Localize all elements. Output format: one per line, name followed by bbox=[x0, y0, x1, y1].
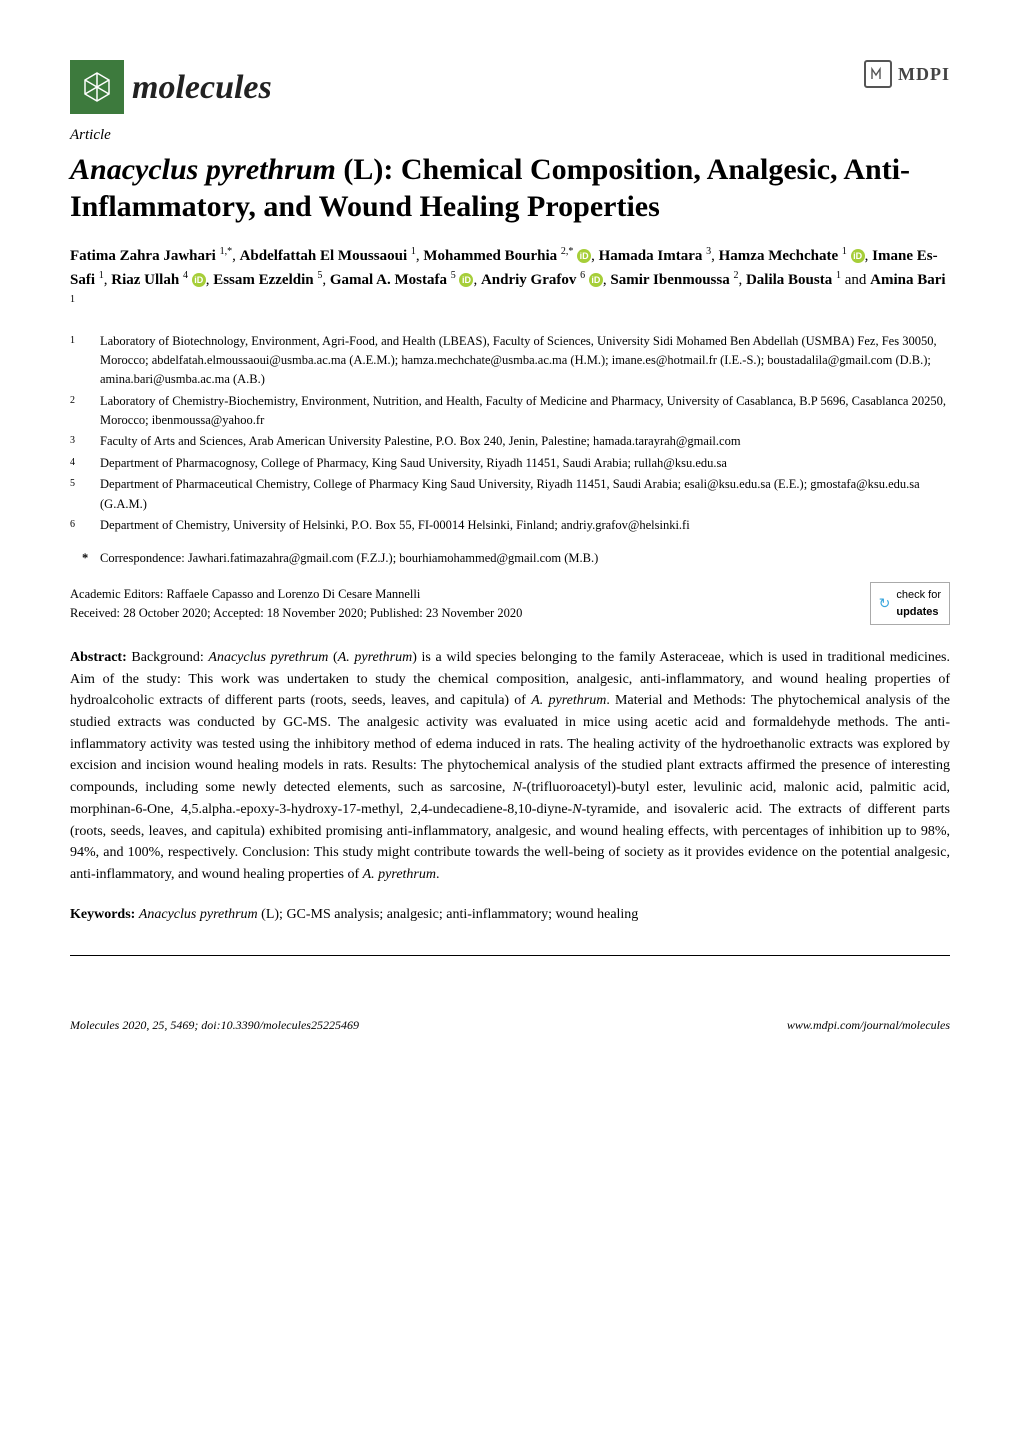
updates-icon: ↻ bbox=[879, 593, 891, 614]
orcid-icon[interactable]: iD bbox=[459, 273, 473, 287]
authors: Fatima Zahra Jawhari 1,*, Abdelfattah El… bbox=[70, 244, 950, 316]
affiliation-text: Laboratory of Biotechnology, Environment… bbox=[100, 334, 937, 387]
keywords-text: Anacyclus pyrethrum (L); GC-MS analysis;… bbox=[135, 907, 638, 922]
author-name: Amina Bari bbox=[870, 272, 945, 288]
author-affil-sup: 2 bbox=[733, 270, 738, 281]
correspondence-star: * bbox=[82, 549, 88, 568]
correspondence-text: Correspondence: Jawhari.fatimazahra@gmai… bbox=[100, 551, 598, 565]
abstract: Abstract: Background: Anacyclus pyrethru… bbox=[70, 647, 950, 886]
author-affil-sup: 1 bbox=[836, 270, 841, 281]
keywords: Keywords: Anacyclus pyrethrum (L); GC-MS… bbox=[70, 904, 950, 925]
author-name: Dalila Bousta bbox=[746, 272, 836, 288]
updates-text: check forupdates bbox=[896, 587, 941, 620]
affiliation-num: 6 bbox=[70, 517, 75, 533]
keywords-label: Keywords: bbox=[70, 907, 135, 922]
orcid-icon[interactable]: iD bbox=[577, 249, 591, 263]
author-name: Essam Ezzeldin bbox=[213, 272, 317, 288]
affiliation-item: 4Department of Pharmacognosy, College of… bbox=[90, 454, 950, 473]
author-name: Hamza Mechchate bbox=[719, 248, 842, 264]
check-updates-badge[interactable]: ↻ check forupdates bbox=[870, 582, 950, 625]
abstract-text: Background: Anacyclus pyrethrum (A. pyre… bbox=[70, 650, 950, 882]
author-affil-sup: 4 bbox=[183, 270, 188, 281]
affiliation-num: 1 bbox=[70, 333, 75, 349]
author-name: Mohammed Bourhia bbox=[423, 248, 561, 264]
author-name: Andriy Grafov bbox=[481, 272, 580, 288]
affiliation-num: 5 bbox=[70, 476, 75, 492]
author-affil-sup: 2,* bbox=[561, 246, 574, 257]
meta-row: Academic Editors: Raffaele Capasso and L… bbox=[70, 582, 950, 625]
header-row: molecules MDPI bbox=[70, 60, 950, 114]
academic-editors: Academic Editors: Raffaele Capasso and L… bbox=[70, 585, 522, 604]
mdpi-logo: MDPI bbox=[864, 60, 950, 88]
meta-left: Academic Editors: Raffaele Capasso and L… bbox=[70, 585, 522, 623]
separator bbox=[70, 955, 950, 956]
affiliations-list: 1 Laboratory of Biotechnology, Environmen… bbox=[70, 332, 950, 536]
affiliation-text: Laboratory of Chemistry-Biochemistry, En… bbox=[100, 394, 946, 427]
affiliation-text: Department of Pharmacognosy, College of … bbox=[100, 456, 727, 470]
article-type: Article bbox=[70, 124, 950, 147]
affiliation-item: 1Laboratory of Biotechnology, Environmen… bbox=[90, 332, 950, 390]
author-affil-sup: 1 bbox=[842, 246, 847, 257]
title-species: Anacyclus pyrethrum bbox=[70, 153, 336, 186]
affiliation-num: 2 bbox=[70, 393, 75, 409]
affiliation-item: 3Faculty of Arts and Sciences, Arab Amer… bbox=[90, 432, 950, 451]
article-title: Anacyclus pyrethrum (L): Chemical Compos… bbox=[70, 151, 950, 226]
affiliation-item: 5Department of Pharmaceutical Chemistry,… bbox=[90, 475, 950, 514]
orcid-icon[interactable]: iD bbox=[851, 249, 865, 263]
author-affil-sup: 1 bbox=[70, 294, 75, 305]
abstract-label: Abstract: bbox=[70, 650, 127, 665]
journal-name: molecules bbox=[132, 62, 272, 113]
author-name: Gamal A. Mostafa bbox=[330, 272, 451, 288]
footer-left: Molecules 2020, 25, 5469; doi:10.3390/mo… bbox=[70, 1016, 359, 1034]
author-name: Samir Ibenmoussa bbox=[610, 272, 733, 288]
affiliation-item: 6Department of Chemistry, University of … bbox=[90, 516, 950, 535]
author-name: Fatima Zahra Jawhari bbox=[70, 248, 220, 264]
affiliation-text: Department of Pharmaceutical Chemistry, … bbox=[100, 477, 920, 510]
author-affil-sup: 1,* bbox=[220, 246, 233, 257]
affiliation-item: 2Laboratory of Chemistry-Biochemistry, E… bbox=[90, 392, 950, 431]
molecules-logo-icon bbox=[70, 60, 124, 114]
dates: Received: 28 October 2020; Accepted: 18 … bbox=[70, 604, 522, 623]
author-name: Riaz Ullah bbox=[111, 272, 183, 288]
affiliation-num: 3 bbox=[70, 433, 75, 449]
correspondence: * Correspondence: Jawhari.fatimazahra@gm… bbox=[70, 549, 950, 568]
orcid-icon[interactable]: iD bbox=[192, 273, 206, 287]
author-affil-sup: 1 bbox=[99, 270, 104, 281]
author-affil-sup: 6 bbox=[580, 270, 585, 281]
author-name: Abdelfattah El Moussaoui bbox=[240, 248, 411, 264]
journal-logo: molecules bbox=[70, 60, 272, 114]
affiliation-text: Faculty of Arts and Sciences, Arab Ameri… bbox=[100, 434, 741, 448]
affiliation-num: 4 bbox=[70, 455, 75, 471]
affiliation-text: Department of Chemistry, University of H… bbox=[100, 518, 690, 532]
author-affil-sup: 5 bbox=[317, 270, 322, 281]
footer: Molecules 2020, 25, 5469; doi:10.3390/mo… bbox=[70, 1016, 950, 1034]
footer-right: www.mdpi.com/journal/molecules bbox=[787, 1016, 950, 1034]
author-affil-sup: 1 bbox=[411, 246, 416, 257]
publisher-name: MDPI bbox=[898, 61, 950, 88]
author-affil-sup: 5 bbox=[451, 270, 456, 281]
mdpi-icon bbox=[864, 60, 892, 88]
orcid-icon[interactable]: iD bbox=[589, 273, 603, 287]
author-affil-sup: 3 bbox=[706, 246, 711, 257]
author-name: Hamada Imtara bbox=[599, 248, 707, 264]
